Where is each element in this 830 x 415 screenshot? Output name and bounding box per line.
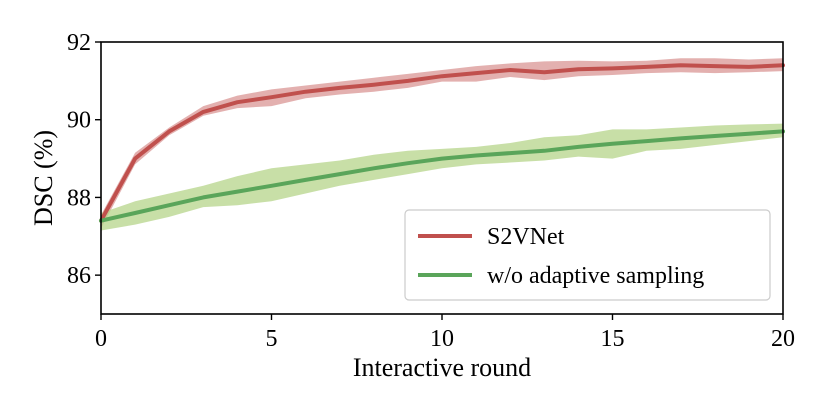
legend-label-wo-adaptive-sampling: w/o adaptive sampling — [487, 263, 704, 289]
y-tick-label: 90 — [67, 108, 91, 134]
y-tick-label: 88 — [67, 185, 91, 211]
x-tick-label: 10 — [430, 326, 454, 352]
y-axis-ticks: 86 88 90 92 — [67, 30, 101, 289]
y-tick-label: 92 — [67, 30, 91, 56]
x-tick-label: 20 — [771, 326, 795, 352]
y-axis-label: DSC (%) — [29, 130, 58, 226]
x-tick-label: 15 — [601, 326, 625, 352]
x-axis-ticks: 0 5 10 15 20 — [95, 314, 795, 352]
series-lines — [99, 63, 785, 223]
legend: S2VNet w/o adaptive sampling — [404, 209, 771, 301]
band-s2vnet — [101, 58, 783, 229]
line-s2vnet — [99, 63, 785, 223]
x-tick-label: 0 — [95, 326, 107, 352]
confidence-bands — [101, 58, 783, 231]
band-wo-adaptive-sampling — [101, 123, 783, 231]
legend-label-s2vnet: S2VNet — [487, 224, 565, 250]
y-tick-label: 86 — [67, 263, 91, 289]
line-wo-adaptive-sampling — [99, 129, 785, 223]
x-axis-label: Interactive round — [353, 353, 531, 382]
legend-box — [404, 209, 771, 301]
x-tick-label: 5 — [266, 326, 278, 352]
